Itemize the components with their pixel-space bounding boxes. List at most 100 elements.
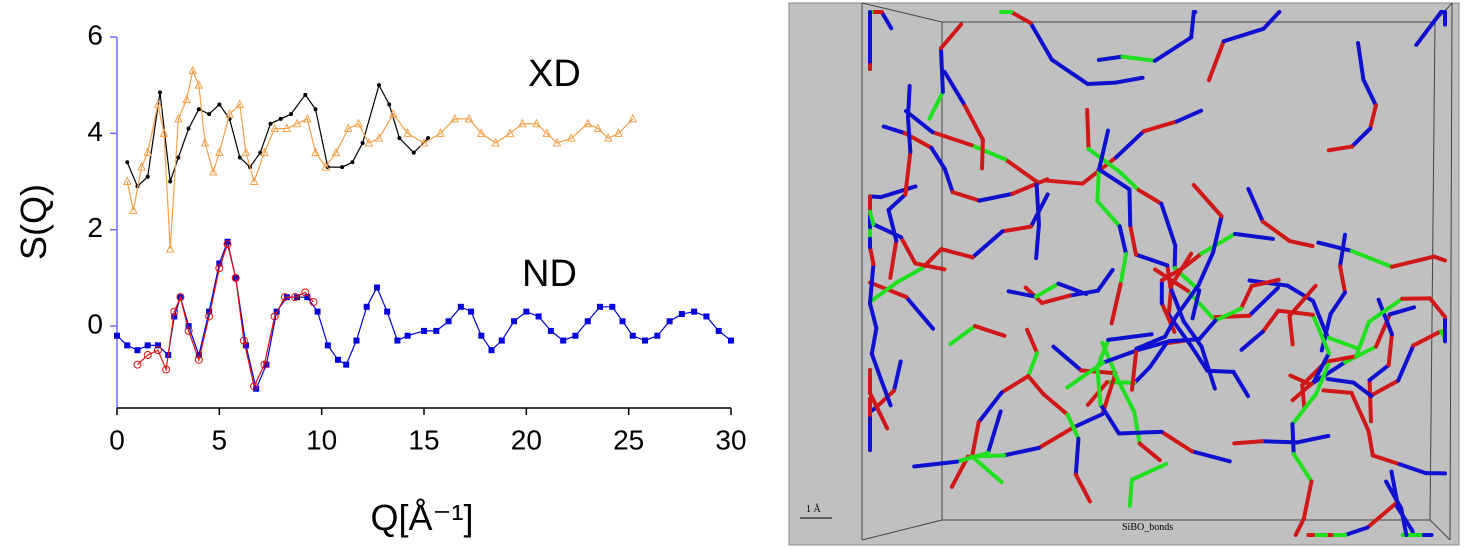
x-tick-label: 5 (212, 424, 228, 455)
data-point (143, 351, 152, 359)
bond (1411, 329, 1444, 348)
bond (942, 166, 955, 195)
data-point (196, 107, 201, 112)
data-point (185, 323, 192, 330)
x-tick-label: 10 (306, 424, 337, 455)
data-point (552, 137, 562, 147)
data-point (171, 313, 178, 320)
data-point (350, 160, 355, 165)
bond (1290, 422, 1296, 456)
bond (1396, 343, 1416, 383)
data-point (216, 260, 223, 267)
data-point (593, 123, 603, 133)
data-point (176, 155, 181, 160)
data-point (603, 133, 613, 142)
data-point (195, 352, 202, 358)
bond (1287, 313, 1295, 347)
data-point (270, 123, 279, 133)
bond (1117, 169, 1141, 193)
x-tick-label: 15 (408, 424, 439, 455)
bond (1159, 201, 1178, 248)
data-point (511, 318, 518, 325)
bond (949, 454, 970, 489)
bond (999, 374, 1031, 395)
bond (898, 235, 918, 266)
bond (1128, 223, 1138, 257)
bond (1189, 449, 1232, 464)
bond (1189, 10, 1196, 40)
data-point (182, 94, 191, 104)
bond (1399, 506, 1409, 537)
bond (1366, 429, 1375, 458)
bond (969, 143, 1008, 162)
bond (868, 209, 876, 227)
data-point (278, 116, 283, 121)
x-axis-label: Q[Å⁻¹] (370, 497, 473, 538)
bond (879, 184, 918, 200)
data-point (143, 147, 153, 157)
bond (1188, 343, 1210, 373)
data-point (313, 107, 318, 112)
bond (1056, 281, 1089, 297)
bond (1026, 351, 1040, 379)
bond (1210, 313, 1252, 320)
data-point (291, 293, 300, 302)
bond (1389, 254, 1437, 269)
bond (970, 229, 1005, 260)
data-point (373, 284, 380, 291)
bond (1134, 334, 1168, 351)
bond (1136, 188, 1164, 206)
bond (868, 391, 890, 431)
bond (970, 420, 981, 459)
bond (1196, 250, 1216, 288)
bond (891, 359, 903, 393)
bond (886, 192, 908, 212)
bond (1316, 240, 1354, 253)
data-point (145, 174, 150, 179)
bond (970, 454, 1004, 485)
data-point (292, 118, 302, 128)
bond (1163, 314, 1179, 339)
bond (1172, 243, 1178, 270)
bond (1027, 375, 1046, 397)
data-point (397, 136, 402, 141)
bond (1073, 436, 1081, 477)
data-point (294, 294, 301, 301)
bond (1287, 239, 1315, 249)
bond (986, 409, 1003, 455)
bond (948, 324, 977, 347)
bond (1034, 179, 1041, 227)
bond (1039, 293, 1072, 305)
data-point (387, 102, 392, 107)
bond (1025, 327, 1040, 356)
bond (1343, 525, 1370, 537)
bond (903, 109, 935, 135)
data-point (321, 161, 331, 171)
data-point (174, 113, 183, 123)
bond (1073, 472, 1092, 504)
data-point (162, 365, 171, 374)
bond (903, 149, 913, 197)
data-point (411, 150, 416, 155)
data-point (282, 123, 292, 133)
bond (1086, 146, 1122, 174)
data-point (241, 147, 251, 157)
data-point (728, 337, 734, 344)
data-point (619, 318, 626, 325)
data-point (464, 113, 474, 123)
bond (1000, 224, 1033, 234)
bond (1260, 219, 1292, 244)
data-point (654, 332, 661, 339)
bond (905, 115, 913, 154)
data-point (583, 118, 593, 128)
data-point (258, 150, 263, 155)
data-point (535, 313, 542, 320)
data-point (572, 332, 579, 339)
data-point (133, 360, 142, 369)
bond (1181, 251, 1204, 270)
data-point (288, 112, 293, 117)
bond (1132, 410, 1142, 446)
bond (1367, 378, 1373, 424)
data-point (523, 308, 530, 315)
bond (1325, 376, 1356, 385)
